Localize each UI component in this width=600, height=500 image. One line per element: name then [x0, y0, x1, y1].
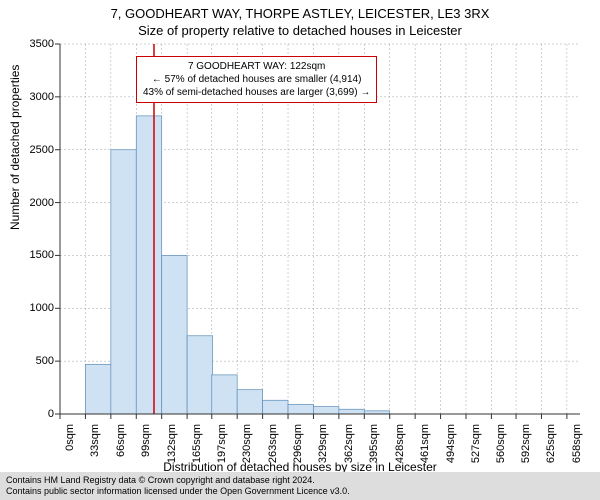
attribution-line-1: Contains HM Land Registry data © Crown c…: [6, 475, 594, 486]
y-tick-label: 1500: [14, 249, 54, 261]
y-tick-label: 0: [14, 408, 54, 420]
callout-box: 7 GOODHEART WAY: 122sqm ← 57% of detache…: [136, 56, 377, 103]
y-tick-label: 3000: [14, 91, 54, 103]
y-tick-label: 1000: [14, 302, 54, 314]
attribution-line-2: Contains public sector information licen…: [6, 486, 594, 497]
y-tick-label: 2000: [14, 197, 54, 209]
y-tick-label: 500: [14, 355, 54, 367]
y-tick-label: 2500: [14, 144, 54, 156]
callout-line-3: 43% of semi-detached houses are larger (…: [143, 86, 370, 99]
callout-line-1: 7 GOODHEART WAY: 122sqm: [143, 60, 370, 73]
attribution-footer: Contains HM Land Registry data © Crown c…: [0, 472, 600, 500]
title-subtitle: Size of property relative to detached ho…: [0, 21, 600, 38]
y-tick-label: 3500: [14, 38, 54, 50]
title-address: 7, GOODHEART WAY, THORPE ASTLEY, LEICEST…: [0, 0, 600, 21]
chart-area: 7 GOODHEART WAY: 122sqm ← 57% of detache…: [60, 44, 580, 414]
callout-line-2: ← 57% of detached houses are smaller (4,…: [143, 73, 370, 86]
